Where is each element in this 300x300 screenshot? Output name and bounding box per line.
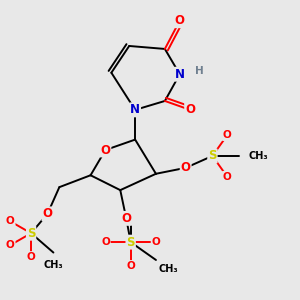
Text: S: S <box>126 236 135 249</box>
Text: S: S <box>208 149 217 162</box>
Text: O: O <box>101 237 110 247</box>
Text: H: H <box>195 66 203 76</box>
Text: N: N <box>175 68 185 81</box>
Text: O: O <box>6 216 15 226</box>
Text: O: O <box>121 212 131 225</box>
Text: O: O <box>27 252 35 262</box>
Text: O: O <box>126 261 135 271</box>
Text: CH₃: CH₃ <box>44 260 63 270</box>
Text: O: O <box>175 14 185 27</box>
Text: O: O <box>181 161 191 174</box>
Text: N: N <box>130 103 140 116</box>
Text: O: O <box>100 143 110 157</box>
Text: S: S <box>27 227 35 240</box>
Text: CH₃: CH₃ <box>249 151 268 161</box>
Text: O: O <box>152 237 160 247</box>
Text: CH₃: CH₃ <box>159 264 178 274</box>
Text: O: O <box>43 207 52 220</box>
Text: O: O <box>185 103 195 116</box>
Text: O: O <box>6 240 15 250</box>
Text: O: O <box>223 172 232 182</box>
Text: O: O <box>223 130 232 140</box>
